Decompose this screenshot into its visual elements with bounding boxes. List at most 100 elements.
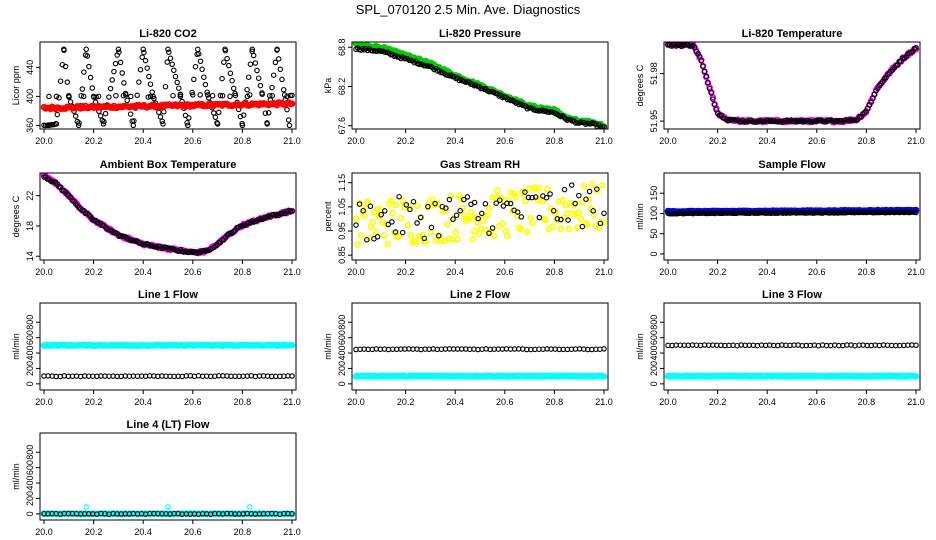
y-tick-label: 600 [25, 460, 35, 475]
data-point [435, 233, 442, 239]
data-point [412, 238, 420, 246]
panel-title: Li-820 Temperature [742, 28, 843, 40]
series-black-discrete [46, 46, 293, 129]
data-point [711, 101, 718, 108]
data-point [61, 46, 67, 53]
x-tick-label: 21.0 [595, 136, 613, 146]
data-point [141, 49, 147, 56]
data-point [490, 232, 498, 240]
data-point [113, 92, 119, 99]
data-point [367, 203, 374, 210]
data-point [265, 110, 272, 116]
data-point [219, 92, 226, 99]
data-point [601, 346, 607, 352]
data-point [169, 61, 175, 68]
data-point [378, 211, 384, 218]
x-tick-label: 20.4 [758, 136, 776, 146]
y-axis-label: Licor ppm [11, 66, 21, 106]
data-point [121, 80, 127, 86]
data-point [197, 92, 203, 98]
y-axis-label: ml/min [323, 333, 333, 360]
plot-frame [663, 302, 921, 391]
data-point [588, 180, 596, 188]
x-tick-label: 20.8 [858, 397, 876, 407]
data-point [93, 94, 99, 100]
x-tick-label: 20.6 [808, 136, 826, 146]
data-point [280, 87, 287, 93]
data-point [601, 124, 607, 129]
data-point [204, 92, 211, 98]
data-point [382, 220, 390, 228]
data-point [272, 59, 279, 66]
data-point [443, 205, 449, 211]
data-point [554, 216, 561, 222]
data-point [583, 196, 589, 202]
y-tick-label: 22 [25, 191, 35, 201]
data-point [866, 209, 873, 215]
x-tick-label: 20.2 [85, 267, 103, 277]
plot-frame [39, 432, 297, 521]
data-point [186, 115, 192, 121]
x-tick-label: 20.0 [659, 267, 677, 277]
data-point [559, 197, 566, 204]
data-point [145, 94, 151, 100]
data-point [395, 232, 403, 240]
data-point [464, 194, 471, 200]
y-tick-label: 0.85 [337, 246, 347, 264]
data-point [532, 185, 540, 193]
data-point [517, 225, 525, 233]
data-point [776, 118, 783, 124]
x-tick-label: 20.8 [858, 267, 876, 277]
data-point [146, 73, 152, 80]
data-point [432, 200, 438, 207]
x-tick-label: 20.4 [134, 267, 152, 277]
data-point [147, 81, 154, 87]
y-tick-label: 400 [25, 89, 35, 104]
data-point [584, 221, 591, 229]
y-tick-label: 600 [649, 330, 659, 345]
data-point [507, 200, 514, 207]
data-point [858, 113, 864, 120]
data-point [216, 109, 222, 116]
series-cyan [664, 372, 920, 380]
data-point [445, 235, 453, 243]
data-point [286, 122, 293, 129]
data-point [140, 46, 146, 53]
panel-title: Line 3 Flow [762, 289, 822, 301]
data-point [84, 53, 91, 59]
data-layer [40, 341, 296, 380]
data-point [438, 69, 444, 76]
x-tick-label: 20.4 [758, 397, 776, 407]
x-tick-label: 20.8 [234, 136, 252, 146]
data-point [414, 220, 420, 226]
data-point [124, 97, 130, 104]
data-point [440, 237, 448, 245]
data-point [575, 209, 583, 216]
x-tick-label: 20.8 [234, 267, 252, 277]
chart-panel-2: Li-820 Pressure 20.0 20.2 20.4 20.6 20.8 21.0 6… [323, 28, 613, 146]
data-point [289, 208, 295, 214]
data-point [189, 89, 195, 96]
data-layer [352, 42, 608, 129]
data-layer [352, 346, 608, 380]
data-point [705, 79, 711, 86]
y-axis-label: ml/min [635, 203, 645, 230]
series-cyan [352, 372, 608, 380]
y-tick-label: 800 [25, 315, 35, 330]
data-point [577, 215, 584, 223]
data-point [364, 236, 370, 243]
data-point [107, 85, 114, 92]
data-point [700, 63, 706, 69]
x-tick-label: 20.6 [184, 136, 202, 146]
data-point [600, 219, 608, 226]
data-point [142, 57, 149, 64]
y-tick-label: 200 [25, 491, 35, 506]
data-point [134, 92, 140, 99]
y-axis-label: degrees C [11, 195, 21, 237]
data-point [539, 198, 546, 205]
data-point [414, 202, 421, 210]
data-point [489, 225, 496, 231]
y-tick-label: 200 [25, 361, 35, 376]
data-point [504, 232, 511, 240]
data-point [171, 67, 177, 74]
